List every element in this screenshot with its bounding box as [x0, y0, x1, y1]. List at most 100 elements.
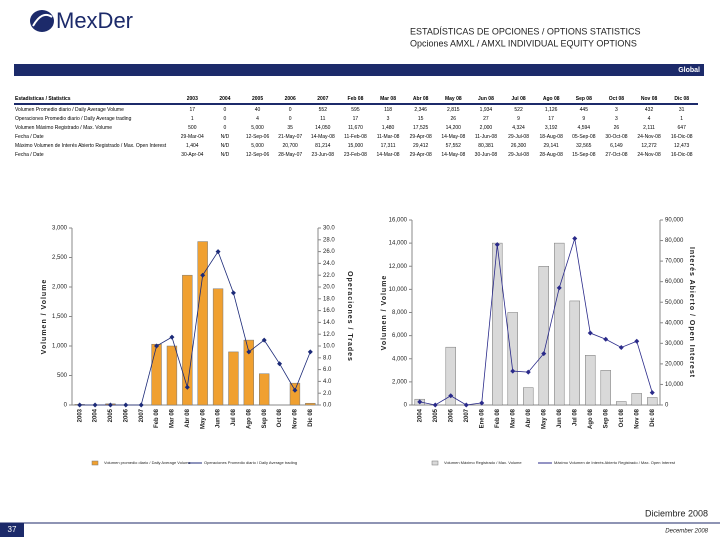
table-row: Volumen Máximo Registrado / Max. Volume 5…	[14, 123, 698, 132]
table-cell: 445	[579, 106, 588, 113]
table-row: Fecha / Date 30-Apr-04 N/D 12-Sep-06 28-May-…	[14, 150, 698, 159]
line-marker	[541, 351, 547, 357]
line-marker	[479, 400, 485, 406]
y2-tick-label: 20.0	[323, 285, 335, 291]
subtitle: Opciones AMXL / AMXL INDIVIDUAL EQUITY O…	[410, 38, 637, 48]
table-cell: 3	[615, 115, 618, 122]
y-tick-label: 2,500	[52, 255, 68, 261]
table-cell: 27-Oct-08	[605, 151, 628, 158]
table-row: Fecha / Date 29-Mar-04 N/D 12-Sep-06 21-May-…	[14, 132, 698, 141]
bar	[554, 242, 565, 406]
bar	[492, 242, 503, 406]
table-cell: 23-Jun-08	[311, 151, 335, 158]
table-cell: Fecha / Date	[15, 133, 44, 140]
y-tick-label: 1,000	[52, 344, 68, 350]
table-cell: Volumen Máximo Registrado / Max. Volume	[15, 124, 112, 131]
y-tick-label: 2,000	[392, 379, 408, 385]
line-marker	[307, 349, 313, 355]
table-cell: 14,200	[445, 124, 461, 131]
table-cell: 2,000	[479, 124, 493, 131]
y2-tick-label: 0	[665, 403, 669, 409]
table-row: Volumen Promedio diario / Daily Average …	[14, 104, 698, 114]
table-cell: 1,404	[186, 142, 199, 149]
y2-tick-label: 40,000	[665, 320, 684, 326]
table-cell: 29-Apr-08	[409, 151, 432, 158]
table-cell: 24-Nov-08	[637, 133, 661, 140]
y-tick-label: 2,000	[52, 285, 68, 291]
y2-tick-label: 6.0	[323, 367, 332, 373]
x-tick-label: Oct 08	[277, 408, 283, 427]
table-cell: 0	[223, 106, 227, 113]
table-cell: 32,565	[576, 142, 592, 149]
y2-tick-label: 18.0	[323, 296, 335, 302]
table-cell: 12-Sep-06	[245, 151, 270, 158]
bar	[600, 370, 611, 406]
x-tick-label: Abr 08	[185, 408, 191, 427]
y-tick-label: 6,000	[392, 333, 408, 339]
line-marker	[92, 402, 98, 408]
bar	[182, 274, 193, 406]
line-marker	[138, 402, 144, 408]
table-cell: N/D	[220, 151, 230, 158]
table-cell: 2,815	[447, 106, 460, 113]
table-cell: 11	[320, 115, 326, 122]
table-cell: 16-Dic-08	[670, 151, 693, 158]
y2-tick-label: 70,000	[665, 259, 684, 265]
column-header: Oct 08	[600, 94, 633, 105]
x-tick-label: Mar 08	[510, 408, 516, 428]
table-cell: 6,149	[610, 142, 623, 149]
table-cell: 1,934	[479, 106, 493, 113]
line-marker	[184, 384, 190, 390]
table-cell: 30-Oct-08	[605, 133, 628, 140]
y2-tick-label: 10,000	[665, 382, 684, 388]
y2-tick-label: 4.0	[323, 379, 332, 385]
line-marker	[277, 361, 283, 367]
table-cell: Volumen Promedio diario / Daily Average …	[15, 106, 124, 113]
y-tick-label: 3,000	[52, 226, 68, 232]
y2-tick-label: 0.0	[323, 403, 332, 409]
footer-date: Diciembre 2008	[645, 508, 708, 518]
line-marker	[292, 387, 298, 393]
x-tick-label: Ago 08	[246, 408, 252, 429]
x-tick-label: Dic 08	[308, 408, 314, 426]
line-marker	[572, 236, 578, 241]
table-cell: 17,525	[413, 124, 429, 131]
y2-tick-label: 50,000	[665, 300, 684, 306]
table-cell: 14-May-08	[310, 133, 335, 140]
bar	[523, 387, 534, 406]
y2-tick-label: 26.0	[323, 249, 335, 255]
y-tick-label: 0	[64, 403, 68, 409]
line-marker	[525, 369, 531, 375]
x-tick-label: 2007	[139, 408, 145, 422]
table-cell: 29-Mar-04	[180, 133, 204, 140]
table-cell: 500	[188, 124, 197, 131]
column-header: Jul 08	[502, 94, 535, 105]
table-cell: 15-Sep-08	[572, 151, 596, 158]
x-tick-label: Sep 08	[603, 408, 609, 428]
x-tick-label: Jun 08	[216, 408, 222, 428]
table-cell: Máximo Volumen de Interés Abierto Regist…	[15, 142, 167, 149]
logo-swoosh	[32, 13, 53, 27]
column-header: Dic 08	[665, 94, 698, 105]
table-cell: 2,111	[643, 124, 655, 131]
column-header: 2004	[208, 94, 242, 105]
column-header: Ago 08	[534, 94, 568, 105]
x-tick-label: 2005	[108, 408, 114, 422]
table-cell: 0	[223, 124, 227, 131]
page-number: 37	[8, 525, 17, 534]
y2-axis-title: Interés Abierto / Open Interest	[688, 247, 695, 378]
table-cell: 28-Aug-08	[539, 151, 563, 158]
table-cell: 31	[678, 106, 685, 113]
table-cell: 522	[514, 106, 523, 113]
table-cell: 12,473	[674, 142, 690, 149]
table-cell: 30-Jun-08	[474, 151, 498, 158]
table-cell: 0	[223, 115, 227, 122]
y2-tick-label: 8.0	[323, 355, 332, 361]
column-header: 2006	[273, 94, 307, 105]
bar	[538, 266, 549, 406]
line-marker	[634, 338, 640, 344]
bar	[289, 382, 301, 406]
y2-tick-label: 16.0	[323, 308, 335, 314]
